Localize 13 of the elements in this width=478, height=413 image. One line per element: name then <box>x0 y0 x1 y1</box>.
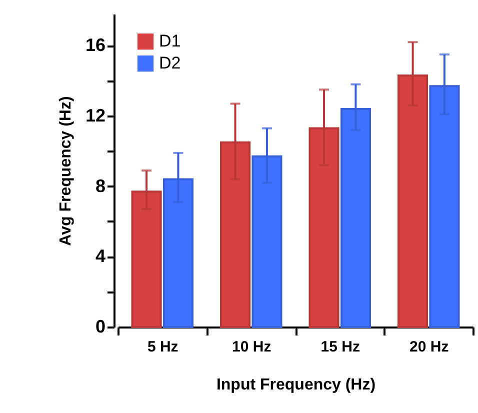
y-tick-label: 16 <box>85 35 106 56</box>
y-tick-label: 4 <box>95 246 106 266</box>
y-tick-label: 12 <box>85 105 106 126</box>
y-tick-label: 0 <box>95 316 106 336</box>
x-tick-label: 5 Hz <box>147 338 178 356</box>
y-axis-title: Avg Frequency (Hz) <box>57 96 74 246</box>
x-tick-label: 15 Hz <box>320 338 360 356</box>
x-tick-label: 10 Hz <box>232 338 272 356</box>
legend-label: D2 <box>159 54 181 72</box>
x-tick-label: 20 Hz <box>410 338 449 356</box>
legend-label: D1 <box>159 32 181 50</box>
y-tick-label: 8 <box>95 176 106 196</box>
x-axis-title: Input Frequency (Hz) <box>216 376 376 394</box>
